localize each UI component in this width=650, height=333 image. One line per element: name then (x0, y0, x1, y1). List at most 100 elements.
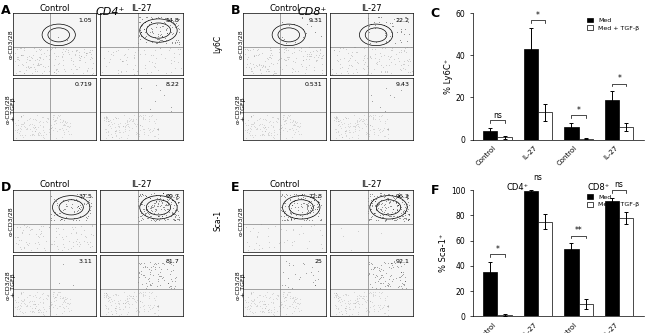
Point (263, 307, 273, 313)
Point (84, 244, 95, 249)
Point (131, 123, 141, 128)
Point (383, 303, 393, 309)
Point (163, 200, 174, 205)
Point (81, 50, 92, 55)
Point (242, 304, 253, 310)
Point (136, 30, 147, 35)
Point (40, 65, 50, 70)
Point (331, 291, 341, 296)
Point (146, 205, 156, 210)
Point (136, 215, 147, 221)
Point (105, 300, 115, 305)
Point (242, 306, 252, 312)
Point (248, 311, 259, 316)
Point (62, 124, 73, 129)
Point (72, 48, 83, 53)
Point (388, 199, 398, 204)
Point (114, 300, 125, 305)
Point (16, 300, 26, 305)
Point (131, 306, 141, 311)
Point (343, 70, 354, 75)
Point (150, 260, 161, 265)
Point (285, 214, 295, 219)
Point (101, 129, 111, 134)
Point (288, 66, 298, 72)
Point (152, 271, 162, 276)
Point (24, 58, 34, 63)
Point (365, 40, 376, 45)
Point (124, 125, 134, 130)
Point (151, 262, 162, 267)
Point (295, 213, 306, 218)
Point (388, 276, 398, 281)
Point (13, 294, 23, 299)
Point (339, 301, 350, 306)
Point (54, 61, 64, 66)
Point (85, 210, 96, 216)
Point (146, 19, 156, 25)
Point (38, 51, 49, 56)
Point (305, 210, 315, 216)
Point (295, 120, 306, 125)
Point (109, 305, 120, 311)
Point (107, 312, 117, 317)
Point (382, 303, 393, 309)
Point (331, 117, 341, 122)
Point (369, 67, 379, 72)
Point (277, 283, 287, 288)
Point (152, 217, 162, 222)
Point (29, 133, 40, 138)
Point (153, 39, 164, 44)
Point (386, 261, 396, 266)
Point (363, 290, 374, 295)
Point (384, 38, 394, 43)
Point (152, 32, 162, 37)
Point (12, 304, 23, 310)
Point (11, 70, 21, 75)
Point (366, 214, 376, 220)
Point (305, 202, 315, 207)
Point (153, 312, 163, 317)
Point (283, 126, 294, 132)
Point (359, 113, 369, 118)
Point (343, 292, 353, 297)
Point (42, 132, 52, 137)
Point (344, 55, 355, 61)
Point (162, 30, 172, 35)
Point (107, 311, 118, 316)
Point (268, 123, 278, 129)
Point (154, 198, 164, 204)
Point (387, 192, 397, 197)
Point (70, 51, 80, 57)
Point (240, 304, 250, 310)
Point (379, 302, 389, 307)
Point (367, 261, 377, 266)
Point (128, 118, 138, 124)
Point (74, 239, 85, 244)
Point (58, 123, 69, 128)
Point (21, 239, 31, 245)
Point (385, 33, 395, 38)
Point (19, 70, 29, 76)
Point (173, 200, 183, 206)
Point (380, 19, 391, 24)
Point (66, 231, 76, 236)
Point (241, 224, 252, 229)
Point (259, 63, 270, 69)
Point (306, 204, 316, 209)
Point (242, 303, 253, 309)
Point (14, 69, 25, 74)
Point (252, 234, 263, 239)
Point (250, 119, 260, 125)
Text: 22.2: 22.2 (395, 18, 410, 23)
Point (300, 49, 310, 54)
Point (290, 299, 300, 304)
Point (53, 211, 64, 216)
Point (139, 206, 150, 212)
Point (343, 65, 354, 71)
Point (47, 45, 58, 51)
Point (148, 31, 158, 36)
Point (245, 126, 255, 131)
Point (110, 130, 120, 136)
Point (12, 128, 23, 133)
